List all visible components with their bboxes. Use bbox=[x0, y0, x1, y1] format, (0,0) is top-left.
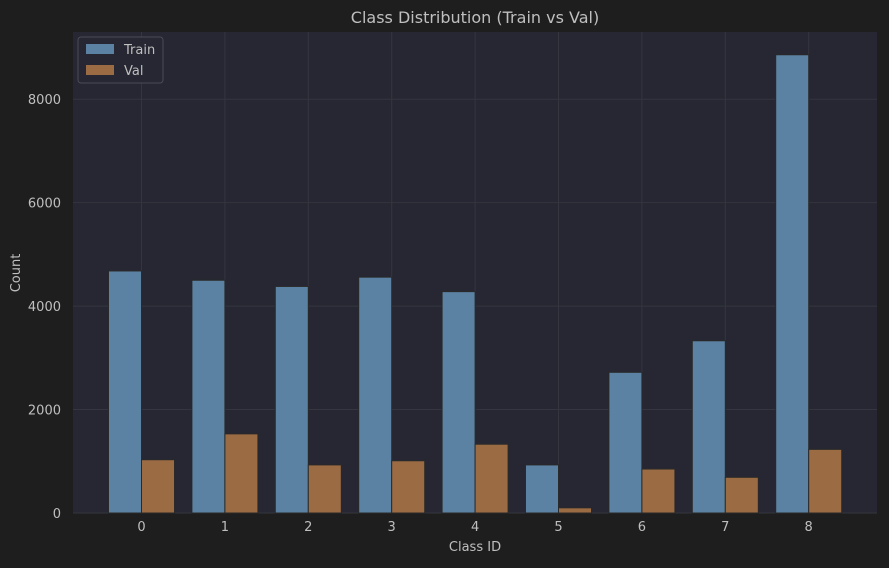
x-tick-label: 5 bbox=[554, 520, 562, 535]
bar-train bbox=[525, 464, 559, 514]
bar-train bbox=[691, 340, 726, 514]
x-tick-label: 3 bbox=[388, 520, 396, 535]
bar-train bbox=[358, 276, 393, 514]
x-axis-label: Class ID bbox=[449, 540, 501, 555]
bar-val bbox=[224, 433, 259, 514]
legend: Train Val bbox=[77, 36, 164, 84]
x-tick-label: 1 bbox=[221, 520, 229, 535]
y-axis-label: Count bbox=[9, 254, 24, 293]
y-tick-label: 0 bbox=[53, 507, 61, 522]
axis-ticks: 0 2000 4000 6000 8000 0 1 2 3 4 5 6 7 8 bbox=[28, 93, 813, 535]
x-tick-label: 4 bbox=[471, 520, 479, 535]
y-tick-label: 2000 bbox=[28, 404, 61, 419]
bar-val bbox=[474, 443, 509, 514]
bar-train bbox=[108, 270, 142, 514]
legend-label-val: Val bbox=[124, 64, 143, 79]
y-tick-label: 4000 bbox=[28, 300, 61, 315]
x-tick-label: 6 bbox=[638, 520, 646, 535]
bar-train bbox=[608, 371, 643, 514]
bar-val bbox=[558, 507, 592, 514]
bar-train bbox=[441, 291, 476, 514]
bar-val bbox=[724, 476, 759, 514]
bar-train bbox=[191, 279, 226, 514]
legend-swatch-train bbox=[86, 44, 114, 54]
bar-val bbox=[307, 464, 342, 514]
bar-train bbox=[274, 285, 309, 514]
x-tick-label: 8 bbox=[805, 520, 813, 535]
bars bbox=[108, 54, 843, 514]
x-tick-label: 7 bbox=[721, 520, 729, 535]
x-tick-label: 2 bbox=[304, 520, 312, 535]
bar-val bbox=[391, 460, 426, 514]
bar-val bbox=[641, 468, 676, 514]
bar-train bbox=[775, 54, 810, 514]
bar-val bbox=[808, 448, 843, 514]
legend-label-train: Train bbox=[123, 43, 155, 58]
y-tick-label: 6000 bbox=[28, 197, 61, 212]
legend-swatch-val bbox=[86, 65, 114, 75]
y-tick-label: 8000 bbox=[28, 93, 61, 108]
bar-val bbox=[141, 459, 175, 514]
x-tick-label: 0 bbox=[137, 520, 145, 535]
chart-title: Class Distribution (Train vs Val) bbox=[351, 8, 599, 27]
